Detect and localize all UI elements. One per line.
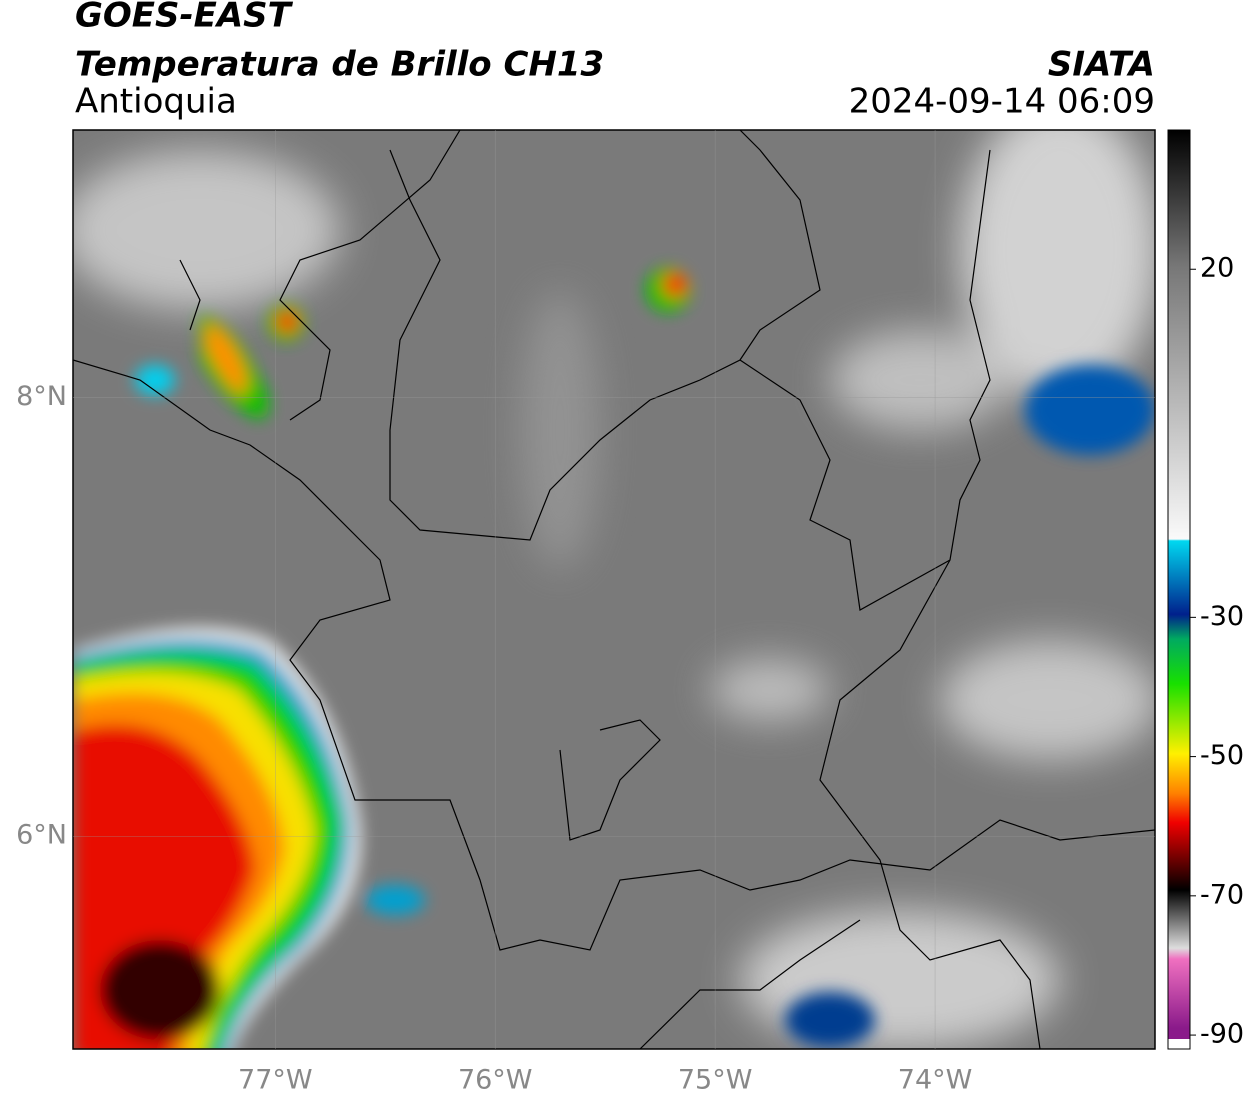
subtitle: Temperatura de Brillo CH13: [75, 45, 604, 85]
datetime: 2024-09-14 06:09: [849, 82, 1155, 122]
x-tick-label: 74°W: [898, 1065, 973, 1096]
colorbar-tick-label: -50: [1200, 740, 1244, 771]
colorbar-tick-label: -70: [1200, 879, 1244, 910]
x-tick-label: 75°W: [678, 1065, 753, 1096]
region: Antioquia: [75, 82, 237, 122]
y-tick-label: 8°N: [16, 381, 67, 412]
x-tick-label: 76°W: [458, 1065, 533, 1096]
borders: [73, 130, 1155, 1049]
axes: 77°W 76°W 75°W 74°W 6°N 8°N: [16, 130, 1155, 1096]
title: GOES-EAST: [75, 0, 294, 36]
colorbar: [1168, 130, 1190, 1039]
colorbar-tick-label: -90: [1200, 1019, 1244, 1050]
satellite-image: [73, 130, 1155, 1049]
x-tick-label: 77°W: [238, 1065, 313, 1096]
colorbar-tick-label: -30: [1200, 601, 1244, 632]
y-tick-label: 6°N: [16, 820, 67, 851]
plot-frame: [72, 129, 1156, 1050]
colorbar-frame: [1167, 129, 1191, 1050]
source: SIATA: [1048, 45, 1155, 85]
colorbar-tick-label: 20: [1200, 253, 1234, 284]
colorbar-ticks: 20 -30 -50 -70 -90: [1190, 253, 1244, 1050]
